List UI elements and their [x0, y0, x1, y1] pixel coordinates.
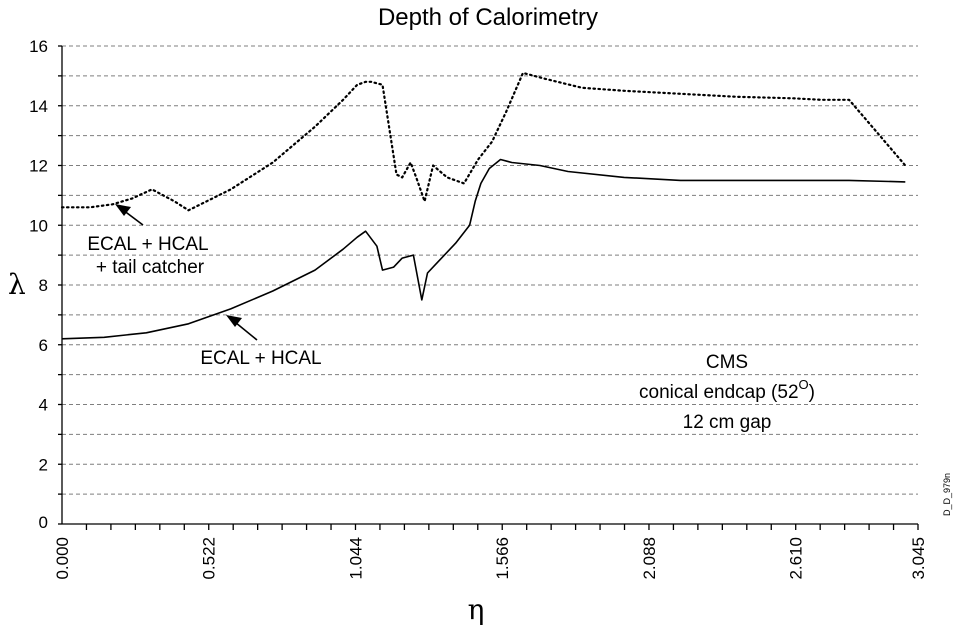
series-line-1 — [60, 71, 907, 212]
y-tick-label: 16 — [29, 37, 48, 56]
annotation-upper-line2: + tail catcher — [96, 257, 205, 278]
y-tick-label: 12 — [29, 157, 48, 176]
x-tick-label: 0.522 — [200, 537, 219, 580]
detector-annotation: CMS conical endcap (52O) 12 cm gap — [639, 352, 815, 433]
x-tick-label: 2.088 — [640, 537, 659, 580]
detector-line1: CMS — [706, 352, 748, 373]
annotation-lower-arrow — [226, 315, 258, 341]
detector-line2-suffix: ) — [809, 382, 815, 403]
series-line-2 — [61, 158, 906, 340]
annotation-lower-label: ECAL + HCAL — [200, 348, 321, 369]
annotation-upper-arrow — [115, 204, 144, 226]
y-tick-label: 14 — [29, 97, 48, 116]
x-tick-label: 3.045 — [909, 537, 928, 580]
detector-line3: 12 cm gap — [683, 412, 772, 433]
detector-line2-degree: O — [799, 377, 809, 392]
x-tick-label: 1.566 — [493, 537, 512, 580]
figure-id: D_D_979n — [942, 473, 952, 516]
y-tick-label: 0 — [39, 513, 48, 532]
x-tick-label: 2.610 — [787, 537, 806, 580]
chart-title: Depth of Calorimetry — [378, 4, 598, 31]
grid-lines — [62, 45, 918, 495]
y-tick-label: 2 — [39, 455, 48, 474]
annotation-lower: ECAL + HCAL — [200, 315, 322, 369]
tick-labels: 0 2 4 6 8 10 12 14 16 0.000 0.522 1.044 1.566 2.088 2.… — [29, 37, 928, 580]
series-layer — [60, 71, 907, 340]
annotation-upper-line1: ECAL + HCAL — [87, 234, 208, 255]
detector-line2: conical endcap (52O) — [639, 377, 815, 403]
y-axis-label: λ — [8, 268, 26, 301]
y-tick-label: 6 — [39, 336, 48, 355]
y-tick-label: 10 — [29, 216, 48, 235]
x-tick-label: 1.044 — [347, 537, 366, 580]
x-tick-label: 0.000 — [53, 537, 72, 580]
axes — [58, 45, 919, 530]
y-tick-label: 4 — [39, 396, 48, 415]
detector-line2-prefix: conical endcap (52 — [639, 382, 799, 403]
x-axis-label: η — [468, 593, 485, 626]
y-tick-label: 8 — [39, 276, 48, 295]
annotation-upper: ECAL + HCAL + tail catcher — [87, 204, 209, 278]
